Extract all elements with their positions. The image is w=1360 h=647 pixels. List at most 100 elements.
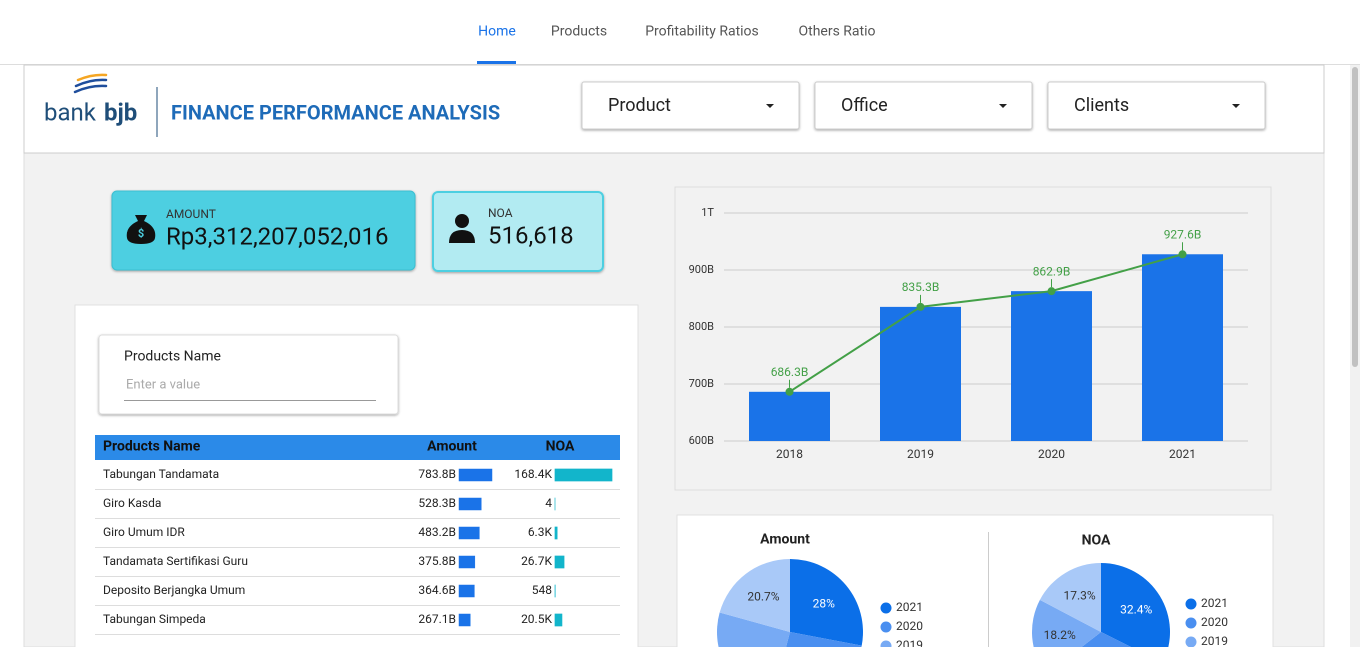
legend-label: 2019 bbox=[1201, 634, 1228, 647]
amount-bar bbox=[458, 526, 480, 540]
person-icon bbox=[449, 214, 475, 243]
nav-link[interactable]: Profitability Ratios bbox=[645, 24, 759, 40]
kpi-value: 516,618 bbox=[488, 221, 574, 249]
amount-bar bbox=[458, 468, 493, 482]
filter-label: Clients bbox=[1074, 95, 1129, 116]
slice-label: 18.2% bbox=[1044, 628, 1076, 642]
table-header bbox=[95, 435, 620, 460]
slice-label: 25.2% bbox=[736, 646, 768, 647]
noa-label: 26.7K bbox=[521, 554, 552, 568]
pie-slice bbox=[786, 632, 862, 647]
noa-label: 168.4K bbox=[514, 467, 552, 481]
nav-link[interactable]: Products bbox=[551, 24, 607, 40]
amount-label: 483.2B bbox=[418, 525, 456, 539]
x-tick-label: 2021 bbox=[1169, 447, 1196, 461]
legend-label: 2019 bbox=[896, 638, 923, 647]
line-point bbox=[916, 302, 925, 311]
line-point bbox=[785, 387, 794, 396]
pie-slice bbox=[717, 612, 790, 647]
pie-slice bbox=[1039, 563, 1101, 632]
amount-label: 375.8B bbox=[418, 554, 456, 568]
product-name: Tabungan Tandamata bbox=[103, 467, 219, 481]
noa-bar bbox=[554, 526, 558, 540]
search-box[interactable] bbox=[98, 334, 399, 415]
money-icon: $ bbox=[126, 215, 156, 244]
nav-link[interactable]: Home bbox=[478, 24, 516, 40]
search-label: Products Name bbox=[124, 349, 221, 365]
filter-dropdown[interactable] bbox=[814, 81, 1033, 130]
column-header: Amount bbox=[427, 439, 477, 455]
amount-bar bbox=[458, 613, 471, 627]
page-title: FINANCE PERFORMANCE ANALYSIS bbox=[171, 100, 500, 124]
data-label: 862.9B bbox=[1033, 264, 1071, 278]
noa-label: 6.3K bbox=[528, 525, 553, 539]
pie-title: NOA bbox=[1082, 533, 1111, 549]
data-label: 835.3B bbox=[902, 280, 940, 294]
x-tick-label: 2019 bbox=[907, 447, 934, 461]
kpi-label: AMOUNT bbox=[166, 207, 216, 221]
product-name: Tandamata Sertifikasi Guru bbox=[103, 554, 248, 568]
x-tick-label: 2020 bbox=[1038, 447, 1065, 461]
y-tick-label: 700B bbox=[689, 377, 715, 390]
kpi-value: Rp3,312,207,052,016 bbox=[166, 222, 389, 250]
slice-label: 17.3% bbox=[1063, 589, 1095, 603]
dropdown-arrow bbox=[999, 104, 1007, 108]
nav-bar bbox=[0, 0, 1360, 64]
dropdown-arrow bbox=[1232, 104, 1240, 108]
pie-title: Amount bbox=[760, 532, 810, 548]
column-header: Products Name bbox=[103, 439, 201, 455]
bar bbox=[1011, 291, 1092, 441]
brand-bank: bank bbox=[44, 98, 97, 126]
noa-bar bbox=[554, 613, 563, 627]
y-tick-label: 600B bbox=[689, 434, 715, 447]
filter-label: Office bbox=[841, 95, 888, 116]
bar bbox=[1142, 254, 1223, 441]
logo-mark bbox=[73, 73, 108, 94]
amount-label: 267.1B bbox=[418, 612, 456, 626]
x-tick-label: 2018 bbox=[776, 447, 803, 461]
nav-active-indicator bbox=[477, 61, 516, 64]
scroll-thumb bbox=[1352, 67, 1358, 367]
filter-dropdown[interactable] bbox=[581, 81, 800, 130]
filter-label: Product bbox=[608, 95, 671, 116]
column-header: NOA bbox=[546, 439, 575, 455]
slice-label: 28% bbox=[813, 596, 835, 610]
amount-label: 364.6B bbox=[418, 583, 456, 597]
noa-label: 20.5K bbox=[521, 612, 552, 626]
pie-slice bbox=[1081, 632, 1131, 647]
nav-link[interactable]: Others Ratio bbox=[799, 24, 876, 40]
legend-label: 2021 bbox=[1201, 596, 1228, 610]
legend-swatch bbox=[880, 621, 892, 633]
legend-label: 2020 bbox=[1201, 615, 1228, 629]
kpi-label: NOA bbox=[488, 206, 513, 220]
noa-bar bbox=[554, 555, 565, 569]
line-point bbox=[1047, 287, 1056, 296]
brand-bjb: bjb bbox=[104, 98, 137, 126]
product-name: Giro Kasda bbox=[103, 496, 161, 510]
search-placeholder[interactable]: Enter a value bbox=[126, 377, 200, 392]
pie-slice bbox=[790, 559, 863, 646]
svg-text:$: $ bbox=[138, 227, 144, 240]
filter-dropdown[interactable] bbox=[1047, 81, 1266, 130]
pie-slice bbox=[719, 559, 790, 632]
y-tick-label: 900B bbox=[689, 263, 715, 276]
slice-label: 20.7% bbox=[747, 589, 779, 603]
pie-slice bbox=[1101, 563, 1170, 647]
noa-label: 4 bbox=[545, 496, 552, 510]
amount-label: 528.3B bbox=[418, 496, 456, 510]
kpi-card bbox=[111, 190, 416, 271]
amount-bar bbox=[458, 584, 475, 598]
y-tick-label: 800B bbox=[689, 320, 715, 333]
amount-bar bbox=[458, 497, 482, 511]
legend-swatch bbox=[880, 602, 892, 614]
line-point bbox=[1178, 250, 1187, 259]
legend-label: 2021 bbox=[896, 600, 923, 614]
kpi-card bbox=[432, 191, 604, 272]
bar bbox=[880, 306, 961, 441]
legend-swatch bbox=[1185, 598, 1197, 610]
legend-label: 2020 bbox=[896, 619, 923, 633]
y-tick-label: 1T bbox=[701, 206, 714, 219]
legend-swatch bbox=[1185, 636, 1197, 647]
product-name: Deposito Berjangka Umum bbox=[103, 583, 245, 597]
